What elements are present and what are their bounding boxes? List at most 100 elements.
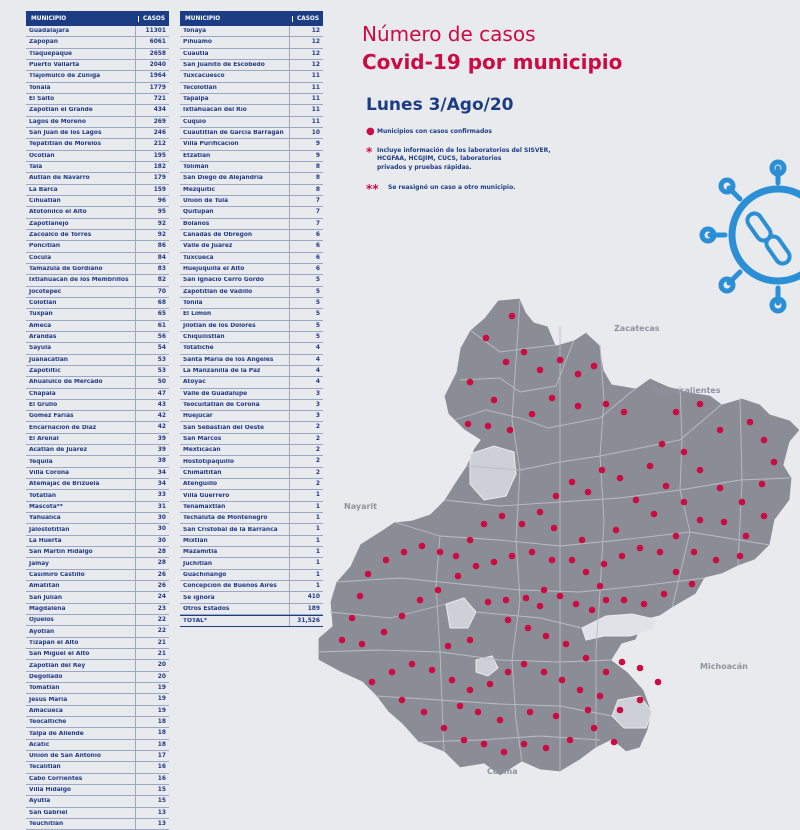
- table-row: Unión de Tula 7: [180, 195, 323, 208]
- table-row: Jamay 28: [26, 558, 169, 570]
- case-dot: [632, 496, 640, 504]
- table-row: Unión de San Antonio 17: [26, 751, 169, 763]
- case-dot: [736, 552, 744, 560]
- casos-value: 42: [135, 422, 169, 433]
- case-dot: [572, 600, 580, 608]
- municipio-name: Talpa de Allende: [29, 730, 84, 737]
- case-dot: [484, 422, 492, 430]
- case-dot: [522, 594, 530, 602]
- case-dot: [474, 708, 482, 716]
- case-dot: [672, 408, 680, 416]
- casos-value: 6: [289, 263, 323, 275]
- municipio-name: Jamay: [29, 560, 49, 567]
- municipio-name: Tonalá: [29, 84, 51, 91]
- case-dot: [482, 334, 490, 342]
- table-row: Magdalena 23: [26, 603, 169, 616]
- casos-value: 1: [289, 513, 323, 524]
- municipio-name: Valle de Guadalupe: [183, 390, 248, 397]
- table-row: Totatiche 4: [180, 343, 323, 355]
- table-row: Tuxcueca 6: [180, 252, 323, 264]
- casos-value: 92: [135, 229, 169, 241]
- casos-value: 3: [289, 388, 323, 399]
- casos-value: 189: [289, 603, 323, 615]
- municipio-name: San Gabriel: [29, 809, 68, 816]
- case-dot: [696, 516, 704, 524]
- municipio-name: Villa Hidalgo: [29, 787, 71, 794]
- casos-value: 56: [135, 331, 169, 343]
- casos-value: 434: [135, 105, 169, 116]
- table-row: Tonaya 12: [180, 26, 323, 38]
- table-row: San Sebastián del Oeste 2: [180, 422, 323, 434]
- case-dot: [688, 580, 696, 588]
- casos-value: 5: [289, 275, 323, 286]
- casos-value: 1: [289, 524, 323, 535]
- casos-value: 26: [135, 581, 169, 592]
- municipio-name: Zacoalco de Torres: [29, 232, 92, 239]
- municipio-name: Tepatitlán de Morelos: [29, 141, 101, 148]
- table-row: Villa Guerrero 1: [180, 490, 323, 502]
- case-dot: [542, 632, 550, 640]
- municipio-name: Techaluta de Montenegro: [183, 515, 268, 522]
- case-dot: [720, 518, 728, 526]
- casos-value: 179: [135, 173, 169, 184]
- municipio-name: Atemajac de Brizuela: [29, 481, 100, 488]
- total-label: TOTAL*: [183, 618, 207, 625]
- table-row: Tizapán el Alto 21: [26, 637, 169, 650]
- case-dot: [452, 552, 460, 560]
- municipio-name: Ayotlán: [29, 628, 55, 635]
- casos-value: 19: [135, 705, 169, 717]
- case-dot: [610, 738, 618, 746]
- casos-value: 8: [289, 161, 323, 173]
- municipio-name: San Marcos: [183, 435, 222, 442]
- case-dot: [588, 606, 596, 614]
- casos-value: 212: [135, 139, 169, 150]
- case-dot: [760, 436, 768, 444]
- case-dot: [508, 312, 516, 320]
- casos-value: 5: [289, 331, 323, 343]
- case-dot: [556, 356, 564, 364]
- casos-value: 6: [289, 229, 323, 241]
- municipio-name: Cihuatlán: [29, 198, 61, 205]
- case-dot: [500, 748, 508, 756]
- table-row: San Julián 24: [26, 592, 169, 604]
- case-dot: [408, 660, 416, 668]
- case-dot: [696, 466, 704, 474]
- table-row: Lagos de Moreno 269: [26, 116, 169, 128]
- case-dot: [680, 448, 688, 456]
- casos-value: 13: [135, 818, 169, 830]
- casos-value: 39: [135, 433, 169, 445]
- case-dot: [504, 668, 512, 676]
- case-dot: [380, 628, 388, 636]
- municipio-name: Cocula: [29, 254, 52, 261]
- municipio-name: Tecolotlán: [183, 84, 217, 91]
- table-row: El Arenal 39: [26, 433, 169, 446]
- table-row: San Martín Hidalgo 28: [26, 547, 169, 559]
- table-row: Amacueca 19: [26, 705, 169, 718]
- casos-value: 8: [289, 173, 323, 184]
- table-row: La Manzanilla de la Paz 4: [180, 365, 323, 378]
- table-row: Huejuquilla el Alto 6: [180, 263, 323, 276]
- casos-value: 410: [289, 592, 323, 603]
- casos-value: 6061: [135, 37, 169, 48]
- municipio-name: El Grullo: [29, 401, 58, 408]
- municipio-name: Teuchitlán: [29, 821, 64, 828]
- table-row: Yahualica 30: [26, 513, 169, 525]
- municipio-name: Zapotlanejo: [29, 220, 69, 227]
- table-row: Casimiro Castillo 26: [26, 569, 169, 582]
- case-dot: [616, 474, 624, 482]
- casos-value: 83: [135, 263, 169, 275]
- table-row: Degollado 20: [26, 671, 169, 684]
- table-row: Ahualulco de Mercado 50: [26, 377, 169, 389]
- table-row: Ocotlán 195: [26, 150, 169, 162]
- table-row: El Limón 5: [180, 309, 323, 321]
- table-row: Jalostotitlán 30: [26, 524, 169, 536]
- table-row: Huejúcar 3: [180, 411, 323, 423]
- municipio-name: Ixtlahuacán del Río: [183, 107, 247, 114]
- case-dot: [436, 548, 444, 556]
- table-row: Tuxpan 65: [26, 309, 169, 321]
- municipio-name: El Limón: [183, 311, 212, 318]
- municipio-name: Ocotlán: [29, 152, 55, 159]
- case-dot: [502, 596, 510, 604]
- municipio-name: Jalostotitlán: [29, 526, 70, 533]
- table-row: Jesús María 19: [26, 694, 169, 706]
